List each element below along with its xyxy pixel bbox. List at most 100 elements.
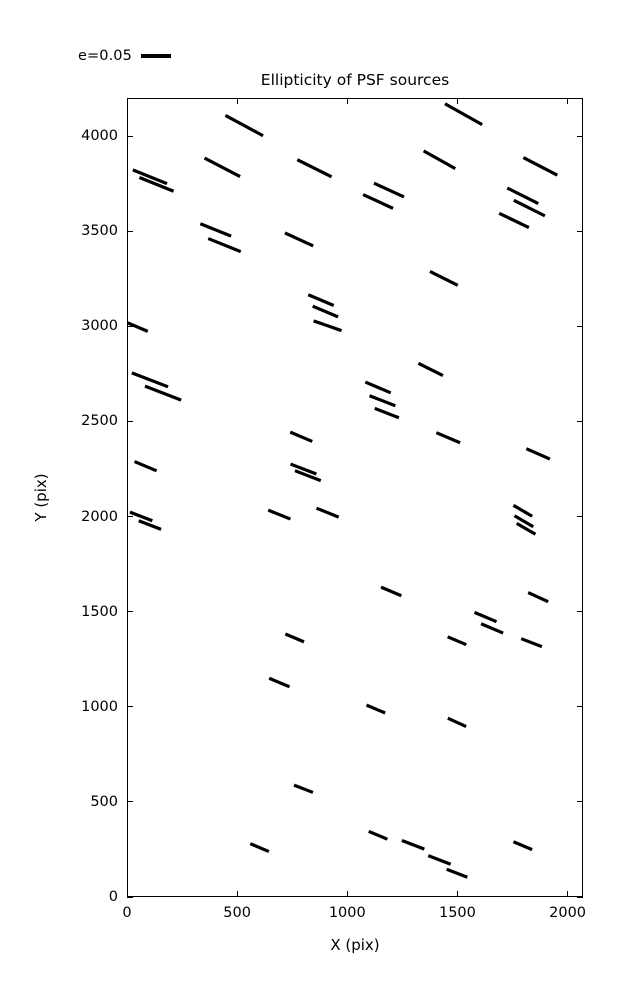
x-tick-label: 1500: [438, 905, 476, 921]
psf-whisker: [506, 186, 540, 205]
psf-whisker: [512, 503, 533, 518]
x-tick-mark: [126, 891, 128, 897]
x-tick-mark-top: [567, 98, 569, 104]
page-title: Ellipticity of PSF sources: [260, 71, 450, 89]
y-tick-mark-right: [577, 801, 583, 803]
y-tick-mark: [127, 801, 133, 803]
psf-whisker: [268, 676, 291, 689]
y-tick-mark: [127, 516, 133, 518]
psf-whisker: [289, 462, 317, 476]
psf-whisker: [284, 231, 314, 248]
psf-whisker: [199, 222, 232, 238]
psf-whisker: [417, 361, 444, 377]
y-tick-label: 2000: [81, 508, 118, 525]
y-tick-mark-right: [577, 516, 583, 518]
psf-whisker: [427, 854, 452, 866]
y-tick-mark: [127, 135, 133, 137]
psf-whisker: [473, 610, 498, 624]
psf-whisker: [512, 840, 533, 852]
psf-whisker: [374, 406, 400, 420]
psf-whisker: [480, 622, 504, 635]
psf-whisker: [368, 394, 396, 408]
psf-whisker: [294, 469, 322, 483]
y-tick-mark-right: [577, 325, 583, 327]
y-tick-mark-right: [577, 896, 583, 898]
y-tick-mark: [127, 230, 133, 232]
x-tick-mark-top: [346, 98, 348, 104]
y-tick-label: 3500: [81, 222, 118, 239]
y-tick-label: 1500: [81, 603, 118, 620]
psf-whisker: [498, 211, 530, 230]
psf-whisker: [207, 237, 242, 254]
psf-whisker: [315, 506, 340, 519]
x-tick-mark: [346, 891, 348, 897]
y-tick-label: 3000: [81, 318, 118, 335]
x-tick-label: 0: [122, 905, 132, 921]
psf-whisker: [129, 510, 153, 523]
psf-whisker: [520, 637, 543, 649]
psf-whisker: [138, 519, 162, 531]
x-tick-mark-top: [456, 98, 459, 104]
psf-whisker: [522, 156, 559, 177]
psf-whisker: [429, 269, 459, 287]
legend-label: e=0.05: [78, 47, 132, 64]
x-tick-label: 1000: [328, 905, 366, 921]
psf-whisker: [513, 514, 535, 529]
psf-whisker: [224, 114, 264, 138]
y-tick-mark: [127, 611, 133, 613]
x-tick-mark: [456, 891, 459, 897]
psf-whisker: [446, 867, 468, 879]
psf-whisker: [144, 384, 182, 402]
y-tick-label: 0: [108, 888, 118, 905]
psf-whisker: [435, 431, 461, 445]
psf-whisker: [444, 102, 483, 127]
whisker-layer: [128, 102, 559, 879]
psf-whisker: [267, 508, 292, 521]
psf-whisker: [313, 319, 343, 333]
y-tick-mark: [127, 420, 133, 422]
plot-axes: [127, 98, 583, 897]
psf-whisker: [401, 838, 425, 851]
y-tick-mark: [127, 706, 133, 708]
psf-whisker: [515, 521, 537, 536]
psf-whisker: [133, 460, 158, 473]
psf-whisker: [525, 447, 551, 461]
psf-whisker: [128, 321, 149, 333]
psf-whisker: [422, 149, 457, 171]
psf-whisker: [312, 304, 339, 319]
psf-whisker: [293, 783, 314, 794]
psf-whisker: [380, 585, 402, 598]
psf-whisker: [513, 198, 546, 218]
x-tick-mark: [236, 891, 238, 897]
psf-whisker: [289, 430, 313, 443]
y-tick-mark-right: [577, 611, 583, 613]
psf-whisker: [249, 842, 270, 854]
legend: e=0.05: [78, 46, 171, 66]
y-tick-mark-right: [577, 420, 583, 422]
x-tick-label: 2000: [549, 905, 587, 921]
y-tick-mark-right: [577, 135, 583, 137]
x-tick-mark-top: [126, 98, 128, 104]
y-tick-mark-right: [577, 230, 583, 232]
psf-whisker: [362, 193, 394, 210]
y-tick-label: 2500: [81, 413, 118, 430]
psf-whisker: [447, 635, 467, 647]
y-tick-label: 500: [90, 793, 118, 810]
y-tick-label: 4000: [81, 127, 118, 144]
psf-whisker: [132, 168, 168, 186]
psf-whisker: [203, 156, 241, 178]
psf-whisker: [365, 703, 386, 715]
psf-whisker: [364, 380, 392, 395]
x-tick-mark: [567, 891, 569, 897]
y-tick-mark: [127, 325, 133, 327]
x-tick-label: 500: [223, 905, 251, 921]
psf-whisker: [296, 158, 333, 179]
psf-whisker: [307, 293, 335, 307]
y-tick-mark: [127, 896, 133, 898]
y-tick-label: 1000: [81, 698, 118, 715]
y-tick-mark-right: [577, 706, 583, 708]
psf-whisker: [284, 632, 305, 644]
psf-whisker: [138, 176, 175, 193]
reference-whisker-icon: [140, 54, 171, 58]
